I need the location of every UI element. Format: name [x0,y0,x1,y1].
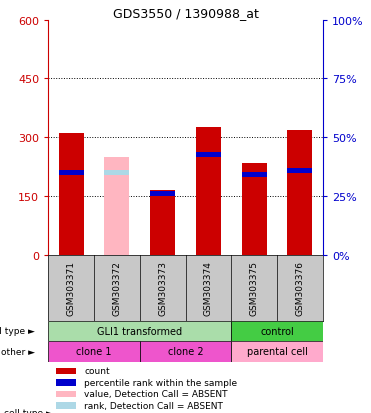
Bar [196,153,221,158]
Text: GSM303371: GSM303371 [67,260,76,315]
Title: GDS3550 / 1390988_at: GDS3550 / 1390988_at [112,7,259,19]
Bar [56,403,76,409]
Bar [104,171,129,175]
Text: GSM303375: GSM303375 [250,260,259,315]
Bar [242,173,267,177]
Text: GSM303372: GSM303372 [112,261,121,315]
Bar [287,131,312,255]
Bar [140,341,231,362]
Text: parental cell: parental cell [247,347,308,356]
Bar [48,321,231,341]
Text: clone 2: clone 2 [168,347,203,356]
Bar [56,379,76,386]
Bar [150,190,175,255]
Bar [231,321,323,341]
Text: cell type ►: cell type ► [4,408,53,413]
Text: rank, Detection Call = ABSENT: rank, Detection Call = ABSENT [84,401,223,411]
Bar [59,134,84,255]
Text: GSM303376: GSM303376 [295,260,304,315]
Bar [56,368,76,374]
Bar [104,157,129,255]
Bar [150,192,175,197]
Bar [59,171,84,175]
Text: percentile rank within the sample: percentile rank within the sample [84,378,237,387]
Bar [196,128,221,255]
Bar [56,391,76,397]
Bar [242,163,267,255]
Text: GSM303374: GSM303374 [204,261,213,315]
Bar [231,341,323,362]
Text: count: count [84,366,110,375]
Text: other ►: other ► [0,347,35,356]
Text: GSM303373: GSM303373 [158,260,167,315]
Bar [48,341,140,362]
Text: GLI1 transformed: GLI1 transformed [97,326,182,336]
Text: value, Detection Call = ABSENT: value, Detection Call = ABSENT [84,389,228,399]
Text: control: control [260,326,294,336]
Text: clone 1: clone 1 [76,347,112,356]
Text: cell type ►: cell type ► [0,327,35,335]
Bar [287,169,312,173]
